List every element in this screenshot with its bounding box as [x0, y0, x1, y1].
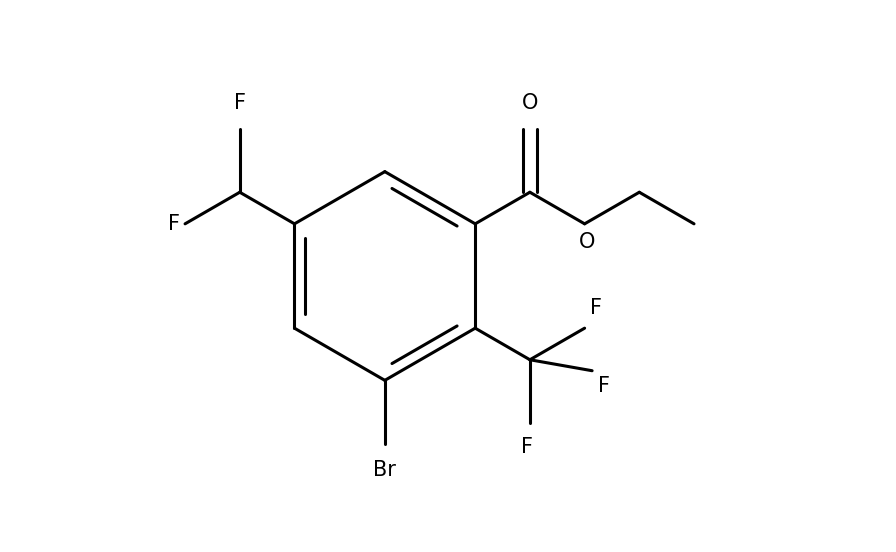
Text: F: F — [234, 93, 246, 113]
Text: Br: Br — [374, 460, 396, 480]
Text: F: F — [598, 376, 609, 396]
Text: O: O — [521, 93, 538, 113]
Text: F: F — [521, 437, 533, 457]
Text: F: F — [168, 214, 179, 234]
Text: O: O — [579, 232, 596, 252]
Text: F: F — [590, 298, 602, 319]
